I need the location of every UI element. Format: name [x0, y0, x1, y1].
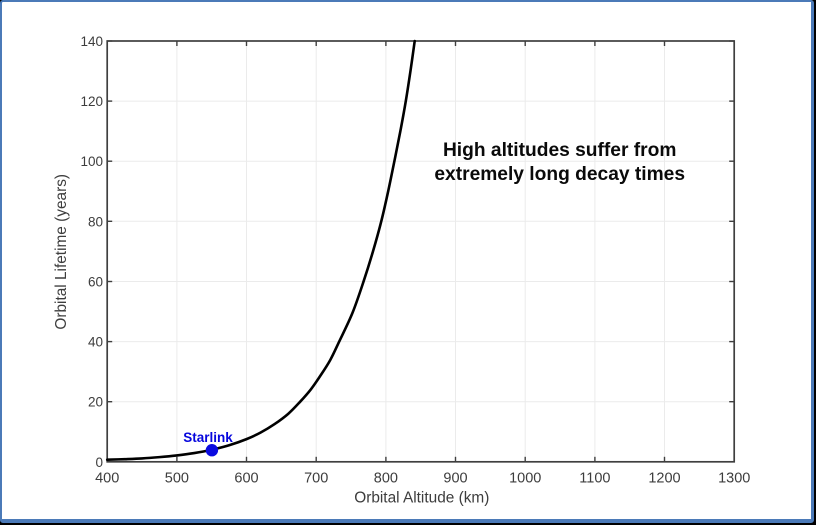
svg-text:120: 120	[80, 94, 103, 109]
svg-text:500: 500	[165, 470, 189, 486]
svg-text:600: 600	[234, 470, 258, 486]
svg-text:1200: 1200	[648, 470, 680, 486]
svg-text:1000: 1000	[509, 470, 541, 486]
svg-text:Orbital Lifetime (years): Orbital Lifetime (years)	[53, 174, 70, 330]
svg-text:700: 700	[304, 470, 328, 486]
svg-text:80: 80	[88, 214, 103, 229]
svg-text:Orbital Altitude (km): Orbital Altitude (km)	[354, 489, 489, 506]
svg-text:40: 40	[88, 335, 103, 350]
svg-text:20: 20	[88, 395, 103, 410]
svg-text:800: 800	[374, 470, 398, 486]
svg-text:extremely long decay times: extremely long decay times	[434, 164, 685, 185]
svg-text:1300: 1300	[718, 470, 750, 486]
svg-text:0: 0	[95, 455, 103, 470]
svg-text:100: 100	[80, 154, 103, 169]
svg-text:140: 140	[80, 34, 103, 49]
svg-text:High altitudes suffer from: High altitudes suffer from	[443, 140, 676, 161]
svg-text:400: 400	[95, 470, 119, 486]
svg-text:Starlink: Starlink	[183, 430, 233, 445]
svg-text:60: 60	[88, 275, 103, 290]
svg-text:900: 900	[443, 470, 467, 486]
svg-text:1100: 1100	[579, 470, 610, 486]
